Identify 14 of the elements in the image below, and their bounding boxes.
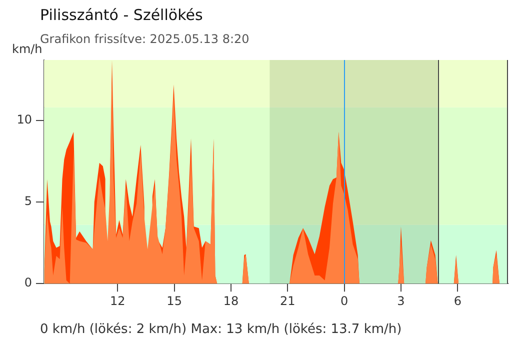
text: 0 km/h (lökés: 2 km/h) Max: 13 km/h (lökés: 13.7 km/h) [40, 322, 402, 337]
x-tick-label: 21 [280, 294, 296, 308]
y-axis-title: km/h [12, 42, 42, 56]
x-tick-label: 15 [166, 294, 182, 308]
x-tick-label: 6 [454, 294, 462, 308]
y-tick-label: 10 [16, 112, 32, 127]
x-tick-label: 12 [110, 294, 126, 308]
y-tick-label: 5 [24, 194, 32, 208]
x-tick-label: 18 [223, 294, 239, 308]
x-tick-label: 0 [340, 294, 348, 308]
chart-title: Pilisszántó - Széllökés [40, 6, 203, 24]
x-tick-label: 3 [397, 294, 405, 308]
chart-subtitle: Grafikon frissítve: 2025.05.13 8:20 [40, 32, 250, 46]
y-tick-label: 0 [24, 276, 32, 290]
